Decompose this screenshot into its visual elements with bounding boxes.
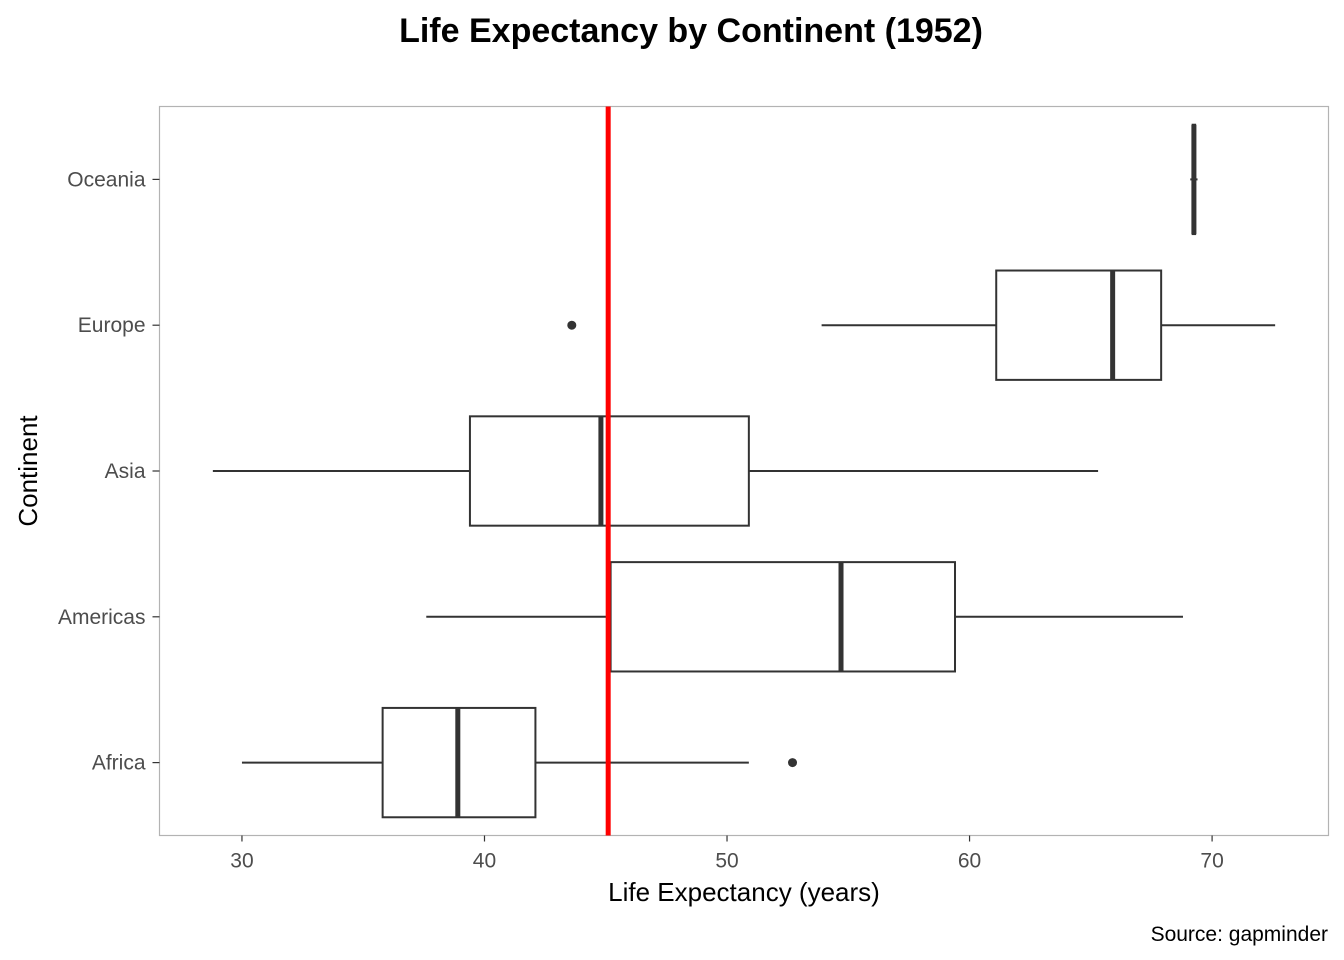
- outlier-point: [567, 320, 577, 330]
- box-europe: [567, 269, 1276, 381]
- y-tick-label: Americas: [58, 606, 146, 629]
- x-axis-label: Life Expectancy (years): [608, 877, 880, 907]
- x-tick-label: 40: [473, 850, 496, 873]
- y-tick-label: Asia: [105, 460, 146, 483]
- y-tick-label: Africa: [92, 752, 146, 775]
- x-tick-label: 70: [1200, 850, 1223, 873]
- box-africa: [241, 706, 798, 819]
- y-tick-label: Oceania: [67, 168, 146, 191]
- x-tick-label: 50: [715, 850, 738, 873]
- x-tick-label: 60: [958, 850, 981, 873]
- y-axis-label: Continent: [13, 415, 43, 527]
- box-oceania: [1190, 123, 1198, 236]
- chart-title: Life Expectancy by Continent (1952): [399, 12, 983, 50]
- outlier-point: [788, 758, 798, 768]
- x-tick-label: 30: [230, 850, 253, 873]
- caption: Source: gapminder: [1151, 923, 1328, 946]
- box-iqr: [995, 269, 1163, 381]
- y-tick-label: Europe: [78, 314, 146, 337]
- box-iqr: [609, 561, 957, 673]
- box-americas: [426, 561, 1183, 673]
